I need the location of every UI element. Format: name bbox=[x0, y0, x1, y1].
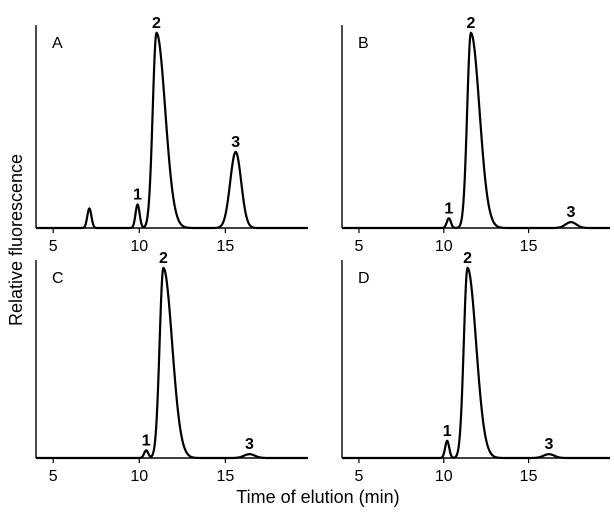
peak-label: 2 bbox=[159, 250, 168, 267]
x-axis-label: Time of elution (min) bbox=[236, 487, 399, 507]
peak-label: 2 bbox=[463, 250, 472, 267]
x-tick-label: 5 bbox=[49, 468, 58, 485]
peak-label: 3 bbox=[567, 204, 576, 221]
x-tick-label: 10 bbox=[435, 468, 453, 485]
peak-label: 1 bbox=[133, 187, 142, 204]
chromatogram-trace bbox=[342, 31, 610, 230]
chromatogram-trace bbox=[36, 31, 308, 230]
peak-label: 2 bbox=[152, 15, 161, 32]
x-tick-label: 15 bbox=[520, 468, 538, 485]
peak-label: 1 bbox=[444, 200, 453, 217]
x-tick-label: 10 bbox=[130, 238, 148, 255]
peak-label: 3 bbox=[544, 436, 553, 453]
panel-label: B bbox=[358, 35, 369, 52]
chromatogram-trace bbox=[342, 266, 610, 460]
chromatogram-panel-d: 5 10 15 D 1 2 3 bbox=[341, 250, 610, 485]
chromatogram-panel-a: 5 10 15 A 1 2 3 bbox=[35, 15, 308, 255]
x-tick-label: 5 bbox=[355, 238, 364, 255]
peak-label: 3 bbox=[231, 134, 240, 151]
panel-label: A bbox=[52, 35, 63, 52]
peak-label: 2 bbox=[466, 15, 475, 32]
peak-label: 3 bbox=[245, 436, 254, 453]
x-tick-label: 10 bbox=[130, 468, 148, 485]
panel-label: C bbox=[52, 270, 64, 287]
panel-label: D bbox=[358, 270, 370, 287]
x-tick-label: 15 bbox=[216, 468, 234, 485]
y-axis-label: Relative fluorescence bbox=[6, 154, 26, 326]
peak-label: 1 bbox=[443, 423, 452, 440]
x-tick-label: 10 bbox=[435, 238, 453, 255]
chromatogram-trace bbox=[36, 266, 308, 460]
peak-label: 1 bbox=[142, 432, 151, 449]
chromatogram-panel-b: 5 10 15 B 1 2 3 bbox=[341, 15, 610, 255]
x-tick-label: 15 bbox=[520, 238, 538, 255]
x-tick-label: 5 bbox=[355, 468, 364, 485]
x-tick-label: 5 bbox=[49, 238, 58, 255]
x-tick-label: 15 bbox=[216, 238, 234, 255]
chromatogram-panel-c: 5 10 15 C 1 2 3 bbox=[35, 250, 308, 485]
